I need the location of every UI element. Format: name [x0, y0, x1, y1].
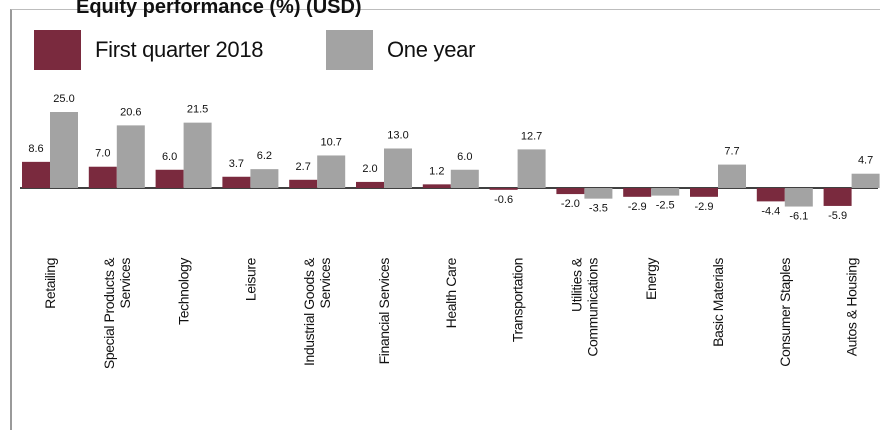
bar-first-quarter-12	[823, 188, 852, 206]
legend-item-one-year: One year	[326, 30, 475, 70]
bar-first-quarter-9	[623, 188, 652, 197]
category-label-line-4-0: Industrial Goods &	[301, 257, 317, 366]
bar-one-year-8	[584, 188, 613, 199]
legend-label-first-quarter: First quarter 2018	[95, 37, 264, 62]
data-label-one-year-6: 6.0	[457, 151, 472, 163]
category-label-5: Financial Services	[376, 258, 392, 365]
category-label-line-0-0: Retailing	[42, 258, 58, 309]
bar-one-year-10	[718, 164, 746, 188]
bar-first-quarter-11	[756, 188, 785, 202]
data-label-one-year-2: 21.5	[187, 104, 208, 116]
bar-first-quarter-3	[222, 176, 251, 188]
legend-item-first-quarter: First quarter 2018	[34, 30, 264, 70]
category-label-1: Special Products & Services	[101, 257, 133, 369]
category-label-10: Basic Materials	[710, 258, 726, 347]
bar-one-year-11	[784, 188, 813, 207]
data-label-one-year-0: 25.0	[53, 93, 74, 105]
category-label-line-1-1: Services	[117, 258, 133, 309]
data-label-first-quarter-1: 7.0	[95, 148, 110, 160]
bar-first-quarter-5	[356, 181, 384, 188]
data-label-first-quarter-8: -2.0	[561, 198, 580, 210]
data-label-one-year-3: 6.2	[257, 150, 272, 162]
data-label-first-quarter-12: -5.9	[828, 210, 847, 222]
category-label-7: Transportation	[510, 258, 526, 342]
bar-first-quarter-1	[88, 166, 117, 188]
bar-first-quarter-0	[22, 161, 50, 188]
category-label-8: Utilities & Communications	[568, 257, 600, 357]
data-label-one-year-9: -2.5	[656, 200, 675, 212]
category-label-4: Industrial Goods & Services	[301, 257, 333, 366]
chart-title: Equity performance (%) (USD)	[76, 0, 362, 18]
data-label-one-year-11: -6.1	[789, 211, 808, 223]
category-label-line-3-0: Leisure	[242, 257, 258, 301]
bar-one-year-2	[183, 122, 212, 188]
category-label-line-5-0: Financial Services	[376, 258, 392, 365]
chart-frame: Equity performance (%) (USD) First quart…	[10, 0, 880, 430]
bar-first-quarter-7	[489, 188, 518, 190]
category-label-11: Consumer Staples	[777, 258, 793, 367]
bar-first-quarter-2	[155, 169, 184, 188]
legend-swatch-first-quarter	[34, 30, 81, 70]
bar-one-year-3	[250, 169, 279, 188]
data-label-one-year-7: 12.7	[521, 130, 542, 142]
category-label-line-6-0: Health Care	[443, 257, 459, 328]
data-label-first-quarter-0: 8.6	[28, 143, 43, 155]
data-label-one-year-1: 20.6	[120, 106, 141, 118]
bar-one-year-9	[651, 188, 680, 196]
data-label-first-quarter-10: -2.9	[695, 201, 714, 213]
data-label-first-quarter-11: -4.4	[761, 205, 780, 217]
bar-one-year-1	[116, 125, 145, 188]
category-label-0: Retailing	[42, 258, 58, 309]
bar-first-quarter-4	[289, 179, 318, 188]
bar-one-year-7	[517, 149, 546, 188]
bar-one-year-4	[317, 155, 346, 188]
category-label-line-8-0: Utilities &	[568, 257, 584, 312]
data-label-one-year-4: 10.7	[320, 136, 341, 148]
category-label-line-9-0: Energy	[643, 258, 659, 300]
category-label-line-2-0: Technology	[176, 258, 192, 325]
bar-first-quarter-8	[556, 188, 585, 195]
data-label-one-year-8: -3.5	[589, 203, 608, 215]
bar-first-quarter-10	[690, 188, 718, 197]
bar-first-quarter-6	[422, 184, 451, 188]
legend-label-one-year: One year	[387, 37, 476, 62]
data-label-first-quarter-4: 2.7	[296, 161, 311, 173]
data-label-first-quarter-5: 2.0	[362, 163, 377, 175]
bar-one-year-12	[851, 173, 880, 188]
data-label-first-quarter-6: 1.2	[429, 165, 444, 177]
category-label-line-7-0: Transportation	[510, 258, 526, 342]
data-label-first-quarter-3: 3.7	[229, 158, 244, 170]
category-label-line-8-1: Communications	[584, 258, 600, 357]
category-label-line-12-0: Autos & Housing	[844, 258, 860, 356]
bar-chart-plot: 8.6 25.0 Retailing 7.0 20.6 Special Products …	[20, 93, 880, 369]
data-label-one-year-5: 13.0	[387, 129, 408, 141]
category-label-line-1-0: Special Products &	[101, 257, 117, 369]
category-label-9: Energy	[643, 258, 659, 300]
category-label-line-10-0: Basic Materials	[710, 258, 726, 347]
data-label-one-year-12: 4.7	[858, 155, 873, 167]
bar-one-year-0	[50, 112, 78, 188]
category-label-6: Health Care	[443, 257, 459, 328]
bar-one-year-5	[384, 148, 412, 188]
category-label-2: Technology	[176, 258, 192, 325]
category-label-line-11-0: Consumer Staples	[777, 258, 793, 367]
data-label-first-quarter-9: -2.9	[628, 201, 647, 213]
data-label-one-year-10: 7.7	[724, 146, 739, 158]
category-label-3: Leisure	[242, 257, 258, 301]
category-label-12: Autos & Housing	[844, 258, 860, 356]
bar-one-year-6	[450, 169, 479, 188]
legend-swatch-one-year	[326, 30, 373, 70]
data-label-first-quarter-2: 6.0	[162, 151, 177, 163]
category-label-line-4-1: Services	[317, 258, 333, 309]
data-label-first-quarter-7: -0.6	[494, 194, 513, 206]
